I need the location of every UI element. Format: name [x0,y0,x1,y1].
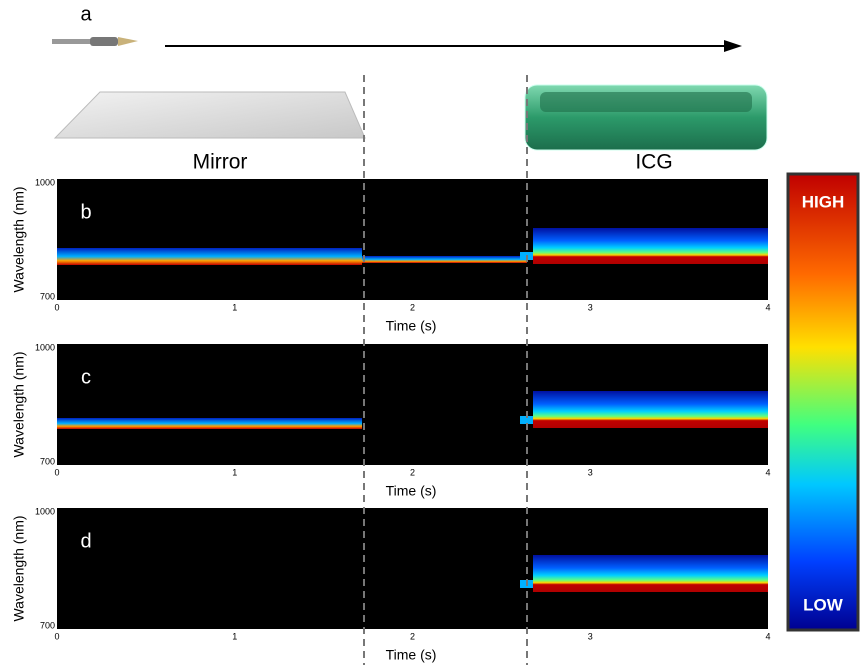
signal-band [57,418,362,429]
x-tick-label: 3 [588,302,593,312]
x-tick-label: 4 [765,302,770,312]
probe-tip [118,37,138,46]
x-axis-label: Time (s) [386,318,437,334]
x-tick-label: 3 [588,467,593,477]
probe [52,39,92,44]
y-axis-label: Wavelength (nm) [11,515,27,621]
probe [90,37,118,46]
panel-label: c [81,366,91,388]
y-tick-label: 1000 [35,506,55,516]
x-tick-label: 0 [54,302,59,312]
panel-label: b [80,201,91,223]
colorbar-high: HIGH [802,192,845,211]
x-tick-label: 3 [588,631,593,641]
x-tick-label: 2 [410,467,415,477]
y-axis-label: Wavelength (nm) [11,351,27,457]
x-tick-label: 1 [232,631,237,641]
arrow-head [724,40,742,52]
x-axis-label: Time (s) [386,647,437,663]
x-tick-label: 0 [54,631,59,641]
x-axis-label: Time (s) [386,483,437,499]
x-tick-label: 1 [232,302,237,312]
y-axis-label: Wavelength (nm) [11,186,27,292]
x-tick-label: 2 [410,302,415,312]
mirror-label: Mirror [193,151,248,174]
icg-image [540,92,752,112]
icg-label: ICG [635,151,672,174]
colorbar-scale [788,174,858,630]
y-tick-label: 1000 [35,342,55,352]
x-tick-label: 1 [232,467,237,477]
y-tick-label: 700 [40,291,55,301]
panel-label: d [80,530,91,552]
signal-band [533,228,768,264]
colorbar: HIGH LOW [788,174,858,630]
signal-band [57,248,362,265]
colorbar-low: LOW [803,595,844,614]
y-tick-label: 1000 [35,177,55,187]
mirror-image [55,92,365,138]
y-tick-label: 700 [40,620,55,630]
figure: a Mirror ICG b100070001234Time (s)Wavele… [0,0,860,670]
x-tick-label: 4 [765,467,770,477]
signal-band [362,256,527,263]
panel-a: a Mirror ICG [52,3,767,173]
signal-band [533,391,768,428]
signal-band [533,555,768,592]
x-tick-label: 0 [54,467,59,477]
y-tick-label: 700 [40,456,55,466]
x-tick-label: 2 [410,631,415,641]
panel-label: a [80,3,92,25]
x-tick-label: 4 [765,631,770,641]
